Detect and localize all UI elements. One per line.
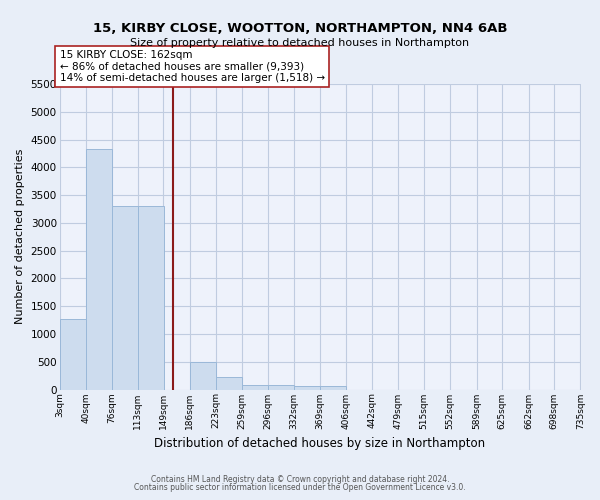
Text: Contains public sector information licensed under the Open Government Licence v3: Contains public sector information licen… xyxy=(134,483,466,492)
Text: Size of property relative to detached houses in Northampton: Size of property relative to detached ho… xyxy=(130,38,470,48)
Bar xyxy=(268,385,295,390)
Text: Contains HM Land Registry data © Crown copyright and database right 2024.: Contains HM Land Registry data © Crown c… xyxy=(151,475,449,484)
Bar xyxy=(320,386,346,390)
Y-axis label: Number of detached properties: Number of detached properties xyxy=(15,149,25,324)
Bar xyxy=(86,149,112,390)
Bar xyxy=(190,362,216,390)
Bar xyxy=(294,386,320,390)
Text: 15 KIRBY CLOSE: 162sqm
← 86% of detached houses are smaller (9,393)
14% of semi-: 15 KIRBY CLOSE: 162sqm ← 86% of detached… xyxy=(59,50,325,83)
Bar xyxy=(59,319,86,390)
X-axis label: Distribution of detached houses by size in Northampton: Distribution of detached houses by size … xyxy=(154,437,485,450)
Text: 15, KIRBY CLOSE, WOOTTON, NORTHAMPTON, NN4 6AB: 15, KIRBY CLOSE, WOOTTON, NORTHAMPTON, N… xyxy=(93,22,507,36)
Bar xyxy=(216,378,242,390)
Bar xyxy=(138,206,164,390)
Bar xyxy=(112,206,138,390)
Bar xyxy=(242,384,268,390)
